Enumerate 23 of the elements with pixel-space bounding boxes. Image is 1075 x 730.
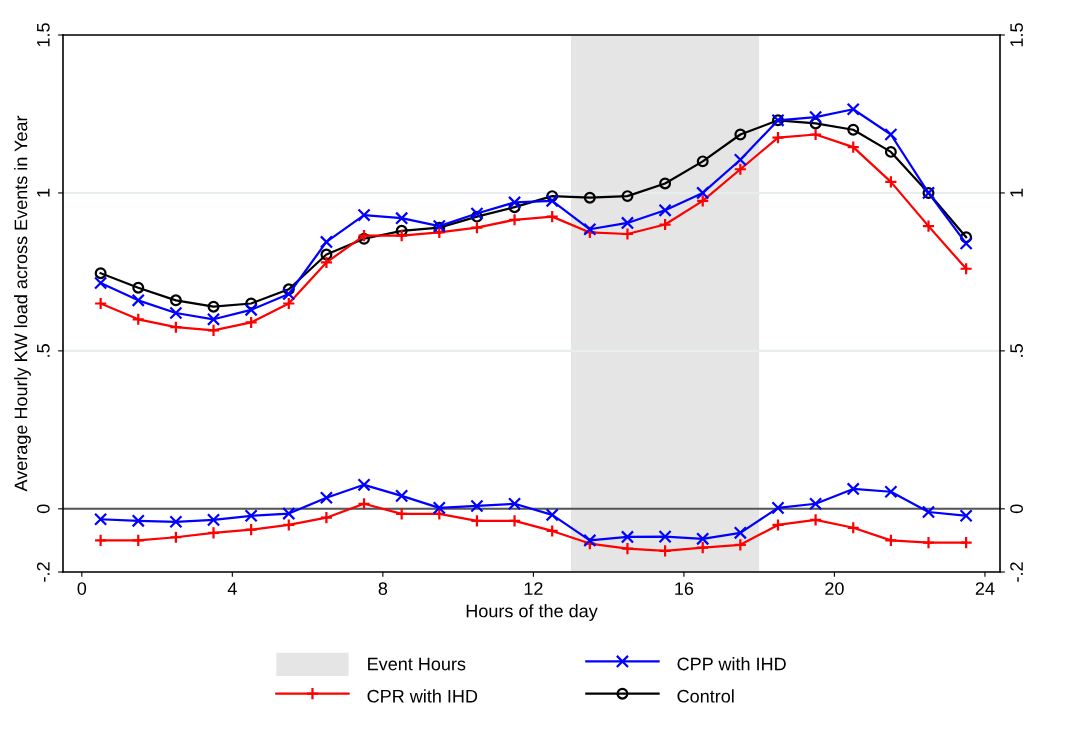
y2-tick-label: -.2 [1010, 562, 1023, 582]
x-tick-label: 24 [975, 582, 995, 595]
x-tick-label: 20 [825, 582, 844, 595]
y-axis-title: Average Hourly KW load across Events in Year [14, 115, 31, 492]
x-tick-label: 8 [378, 582, 388, 595]
y-tick-label: -.2 [36, 562, 50, 582]
y-tick-label: 1.5 [37, 23, 50, 47]
x-tick-label: 12 [524, 582, 543, 595]
legend-label: CPR with IHD [367, 689, 478, 703]
y2-tick-label: 0 [1010, 504, 1023, 514]
y-tick-label: 0 [36, 504, 50, 514]
legend-label: Event Hours [368, 657, 466, 671]
x-tick-label: 0 [77, 582, 87, 595]
x-tick-label: 16 [675, 582, 694, 595]
y-tick-label: .5 [37, 344, 50, 357]
y2-tick-label: 1 [1010, 188, 1023, 197]
y-tick-label: 1 [37, 188, 50, 197]
x-tick-label: 4 [227, 582, 237, 595]
legend-label: Control [677, 689, 734, 703]
x-axis-title: Hours of the day [466, 604, 598, 621]
legend-label: CPP with IHD [677, 657, 786, 671]
y2-tick-label: .5 [1010, 344, 1023, 357]
y2-tick-label: 1.5 [1010, 23, 1023, 47]
